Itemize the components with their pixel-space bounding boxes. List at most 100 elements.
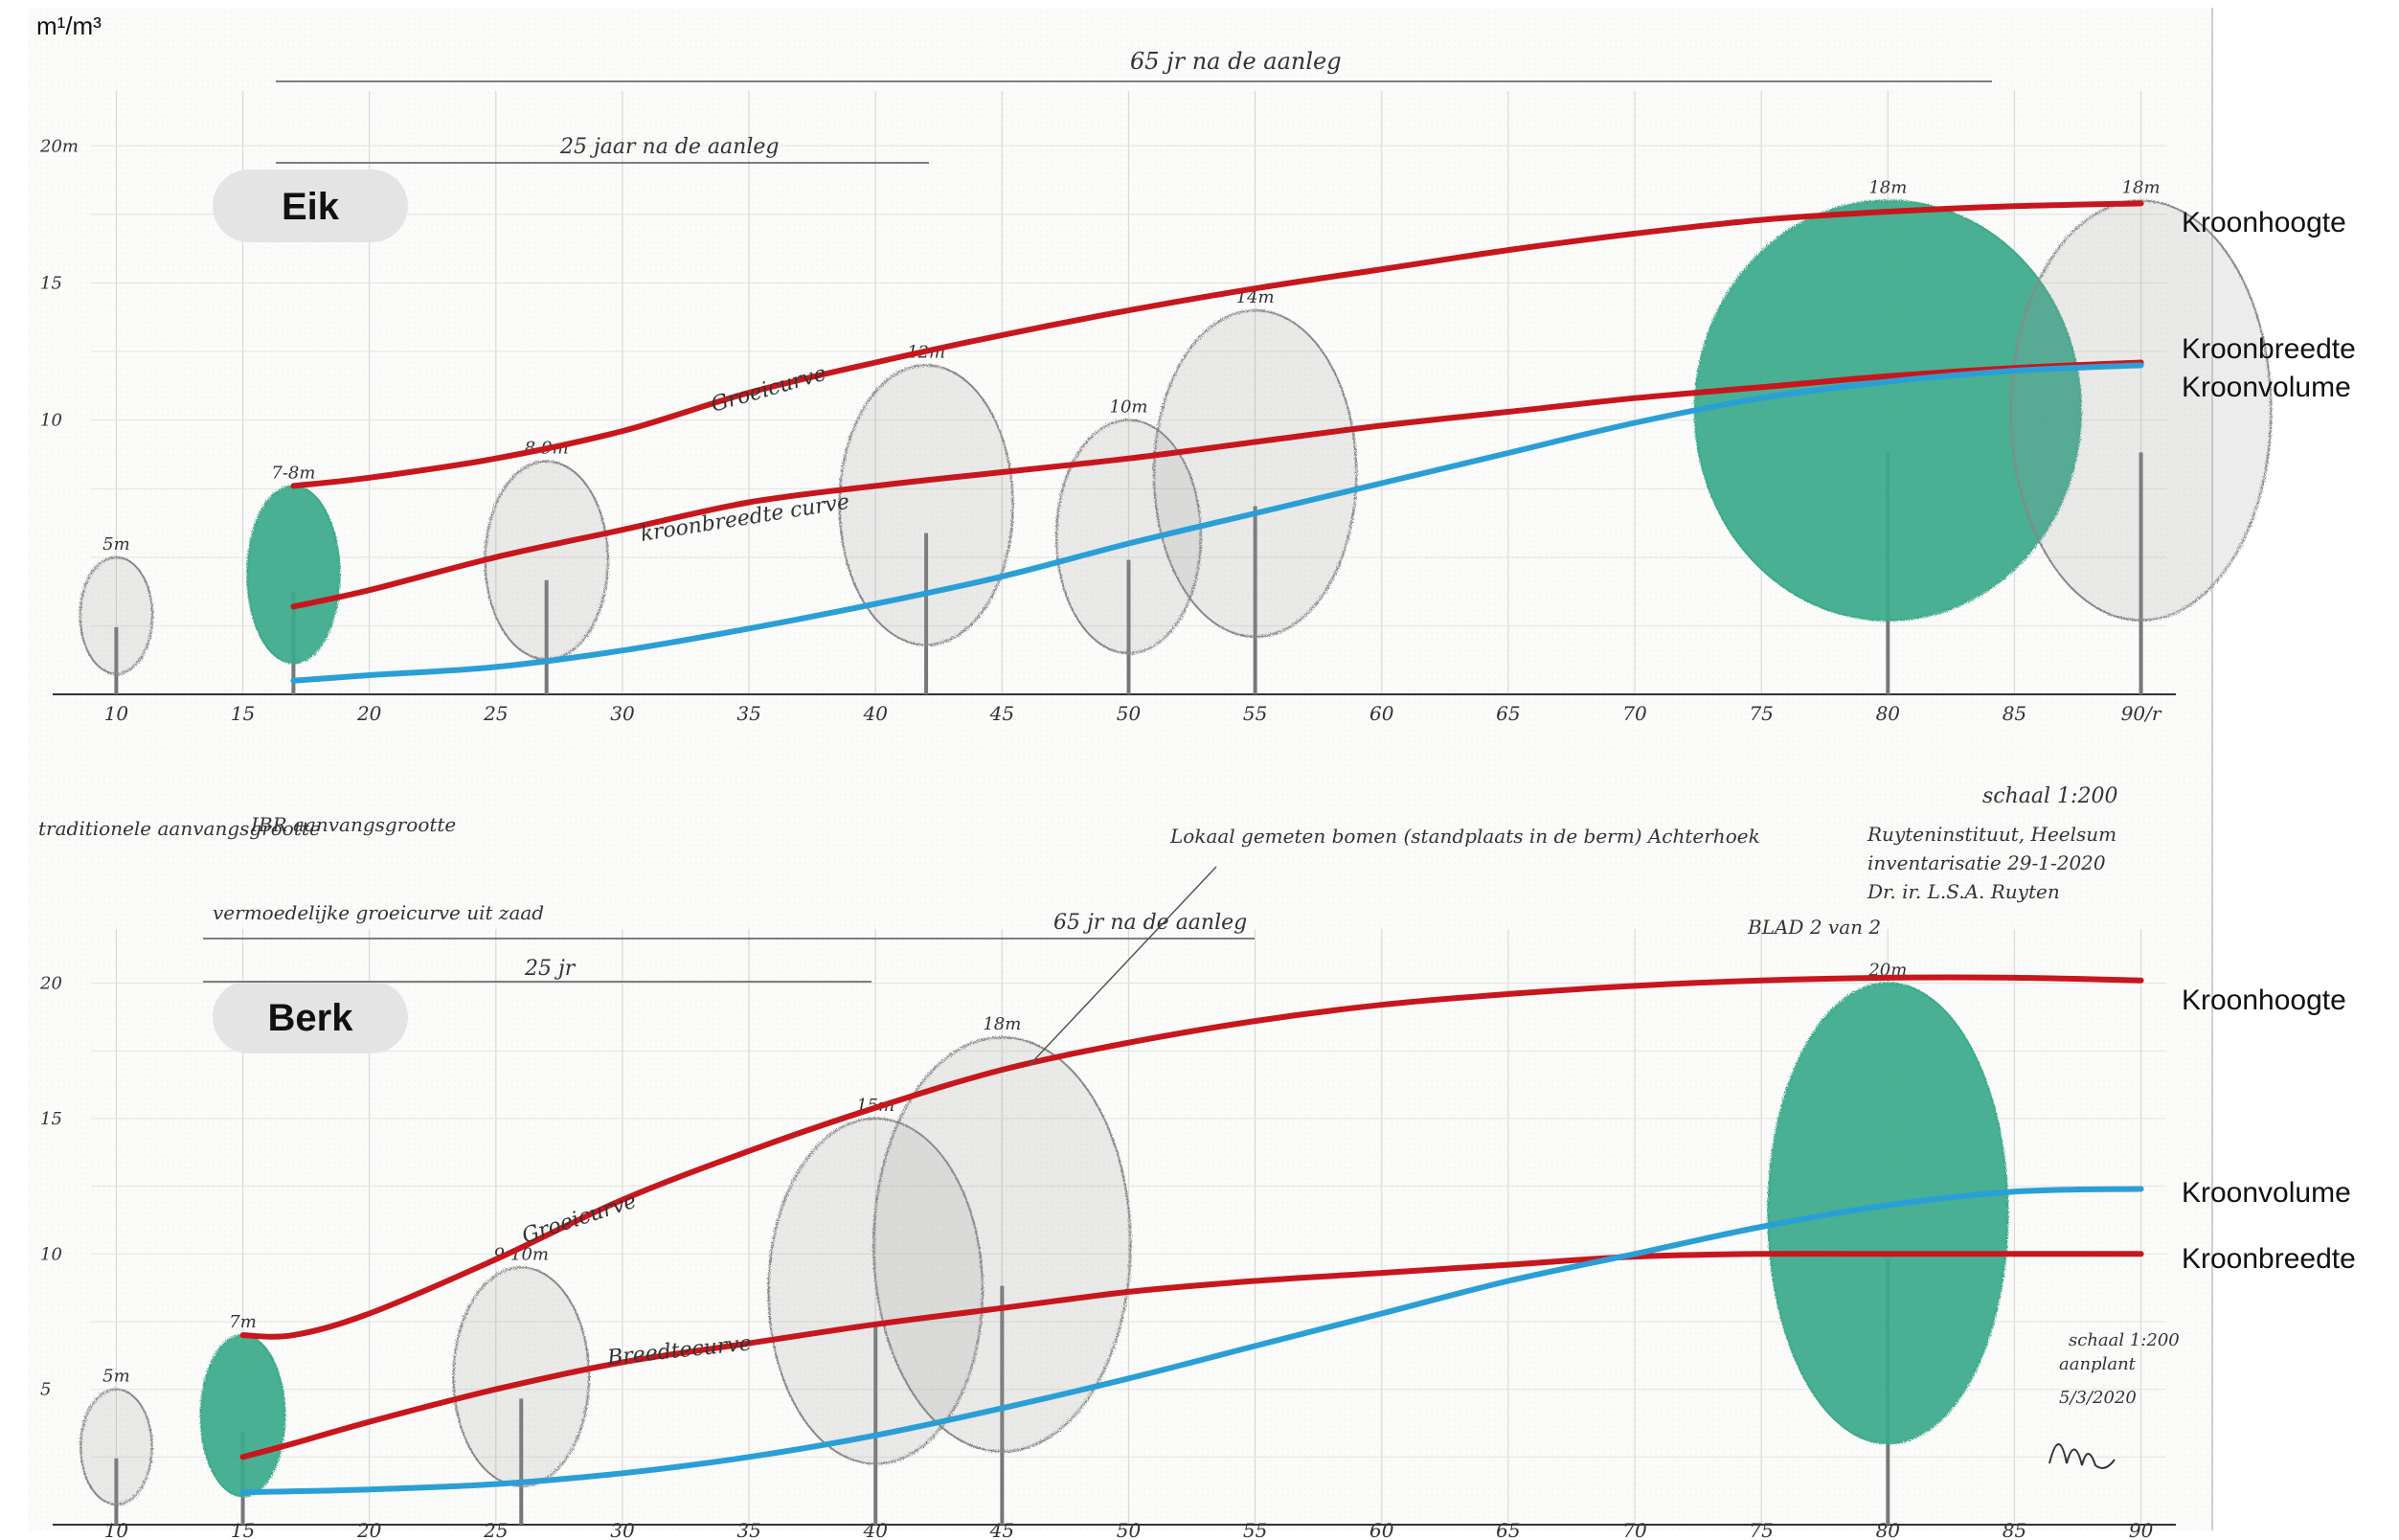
- y-tick-label: 5: [40, 1380, 51, 1400]
- x-tick-label: 75: [1749, 1519, 1773, 1540]
- tree-crown: [79, 1388, 153, 1506]
- tree-height-label: 7m: [229, 1312, 257, 1332]
- series-kroonvolume: [239, 1186, 2144, 1496]
- x-tick-label: 40: [863, 1519, 889, 1540]
- series-label: Kroonvolume: [2182, 372, 2351, 403]
- x-tick-label: 50: [1117, 1519, 1142, 1540]
- x-tick-label: 30: [610, 702, 635, 725]
- tree-crown: [838, 364, 1014, 646]
- x-tick-label: 20: [356, 702, 382, 725]
- tree-height-label: 5m: [102, 534, 130, 555]
- x-tick-label: 40: [863, 702, 889, 725]
- y-tick-label: 20m: [39, 136, 79, 156]
- x-tick-label: 35: [736, 702, 760, 725]
- y-tick-label: 15: [40, 273, 62, 293]
- x-tick-label: 10: [104, 702, 129, 725]
- species-pill-label: Eik: [282, 186, 340, 228]
- tree-height-label: 18m: [1868, 178, 1907, 198]
- y-tick-label: 20: [39, 974, 62, 994]
- x-tick-label: 65: [1496, 702, 1520, 725]
- tree-height-label: 18m: [2122, 178, 2161, 198]
- species-pill: [213, 170, 408, 242]
- tree-crown: [246, 485, 341, 665]
- tree-crown: [872, 1036, 1132, 1453]
- blad-text: BLAD 2 van 2: [1747, 916, 1881, 939]
- series-label: Kroonvolume: [2182, 1177, 2351, 1209]
- tree-height-label: 9-10m: [493, 1244, 549, 1264]
- schaal2-text: schaal 1:200: [2069, 1330, 2180, 1350]
- x-tick-label: 25: [483, 702, 508, 725]
- tree: 18m: [872, 1014, 1132, 1525]
- tree-crown: [484, 460, 609, 661]
- series-label: Kroonhoogte: [2182, 985, 2346, 1016]
- y-tick-label: 15: [40, 1109, 62, 1129]
- x-tick-label: 35: [736, 1519, 760, 1540]
- vermoed-text: vermoedelijke groeicurve uit zaad: [213, 901, 544, 924]
- x-tick-label: 75: [1749, 702, 1773, 725]
- y-tick-label: 10: [40, 411, 62, 431]
- series-kroonbreedte: [290, 359, 2144, 610]
- x-tick-label: 70: [1622, 1519, 1647, 1540]
- tree-crown: [199, 1334, 286, 1498]
- series-label: Kroonbreedte: [2182, 1243, 2356, 1275]
- series-kroonhoogte: [290, 200, 2144, 489]
- inst2-text: inventarisatie 29-1-2020: [1867, 851, 2106, 874]
- panel-berk: 10 15 20 25 30 35 40 45 50 55 60 65 70 75 80 85 90 5 10 15 2…: [39, 929, 2356, 1540]
- x-tick-label: 45: [989, 1519, 1014, 1540]
- tree-height-label: 7-8m: [271, 463, 315, 483]
- trad-text: traditionele aanvangsgrootte: [38, 817, 321, 840]
- tree-crown: [2009, 199, 2273, 622]
- series-label: Kroonhoogte: [2182, 207, 2346, 238]
- x-tick-label: 80: [1876, 1519, 1901, 1540]
- series-kroonhoogte: [239, 974, 2144, 1340]
- x-tick-label: 15: [231, 702, 255, 725]
- species-pill-label: Berk: [268, 997, 354, 1039]
- x-tick-label: 15: [231, 1519, 255, 1540]
- inst1-text: Ruyteninstituut, Heelsum: [1867, 823, 2116, 846]
- x-tick-label: 10: [104, 1519, 129, 1540]
- span-25-bottom-text: 25 jr: [524, 957, 577, 981]
- lokaal-text: Lokaal gemeten bomen (standplaats in de …: [1169, 825, 1760, 848]
- panel-eik: 10 15 20 25 30 35 40 45 50 55 60 65 70 75 80 85 90/r 10 15…: [39, 91, 2356, 725]
- tree: 9-10m: [452, 1244, 591, 1525]
- x-tick-label: 55: [1243, 1519, 1267, 1540]
- span-65-top-text: 65 jr na de aanleg: [1130, 48, 1342, 75]
- x-tick-label: 80: [1876, 702, 1901, 725]
- x-tick-label: 60: [1369, 702, 1394, 725]
- tree-height-label: 10m: [1110, 397, 1148, 418]
- tree: 12m: [838, 342, 1014, 694]
- tree: 14m: [1152, 287, 1358, 694]
- x-tick-label: 65: [1496, 1519, 1520, 1540]
- x-tick-label: 85: [2003, 702, 2026, 725]
- tree-crown: [79, 555, 154, 675]
- unit-label: m¹/m³: [36, 11, 102, 40]
- series-kroonbreedte: [239, 1251, 2144, 1461]
- series-label: Kroonbreedte: [2182, 333, 2356, 365]
- x-tick-label: 70: [1622, 702, 1647, 725]
- schaal-text: schaal 1:200: [1982, 784, 2117, 808]
- span-65-bottom-text: 65 jr na de aanleg: [1053, 911, 1247, 935]
- x-tick-label: 90/r: [2121, 702, 2162, 725]
- tree-crown: [452, 1266, 591, 1487]
- tree: 20m: [1767, 961, 2009, 1525]
- tree: 5m: [79, 534, 154, 694]
- tree: 8-9m: [484, 439, 609, 694]
- species-pill: [213, 981, 408, 1053]
- tree-height-label: 18m: [983, 1014, 1021, 1034]
- x-tick-label: 25: [483, 1519, 508, 1540]
- date2-text: 5/3/2020: [2059, 1388, 2137, 1408]
- x-tick-label: 90: [2129, 1519, 2154, 1540]
- ibr-text: IBR aanvangsgrootte: [250, 813, 456, 836]
- series-kroonvolume: [290, 362, 2144, 684]
- x-tick-label: 85: [2003, 1519, 2026, 1540]
- tree-height-label: 5m: [102, 1367, 130, 1387]
- x-tick-label: 60: [1369, 1519, 1394, 1540]
- inst3-text: Dr. ir. L.S.A. Ruyten: [1867, 880, 2060, 903]
- lokaal-pointer: [1029, 866, 1217, 1066]
- x-tick-label: 45: [989, 702, 1014, 725]
- x-tick-label: 20: [356, 1519, 382, 1540]
- tree-crown: [1767, 982, 2009, 1445]
- x-tick-label: 55: [1243, 702, 1267, 725]
- x-tick-label: 50: [1117, 702, 1142, 725]
